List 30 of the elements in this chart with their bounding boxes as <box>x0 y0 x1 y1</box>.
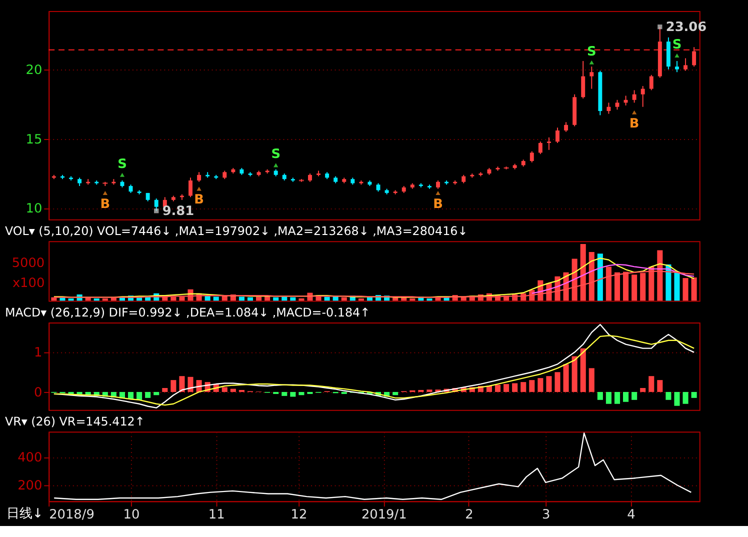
y-tick-label: 0 <box>34 385 42 400</box>
x-tick-label: 2019/1 <box>361 507 407 522</box>
y-tick-label: 10 <box>26 202 42 217</box>
data-label: B <box>629 116 640 132</box>
data-label: S <box>672 38 682 53</box>
y-tick-label: 20 <box>26 62 42 78</box>
chart-title: VR▾ (26) VR=145.412↑ <box>4 414 145 429</box>
data-label: B <box>100 196 110 212</box>
x-tick-label: 4 <box>627 507 636 522</box>
x-tick-label: 10 <box>123 507 140 522</box>
y-tick-label: 1 <box>34 346 42 361</box>
data-label: B <box>433 196 443 212</box>
chart-title: MACD▾ (26,12,9) DIF=0.992↓ ,DEA=1.084↓ ,MACD=-0.184↑ <box>4 306 370 320</box>
data-label: B <box>194 192 204 208</box>
data-label: 9.81 <box>162 204 194 219</box>
x-tick-label: 2018/9 <box>49 507 94 522</box>
x-tick-label: 11 <box>208 507 225 522</box>
data-label: S <box>118 156 127 172</box>
data-label: S <box>586 44 596 60</box>
x-tick-label: 2 <box>465 507 474 522</box>
y-tick-label: 400 <box>18 450 42 466</box>
y-tick-label: 200 <box>18 478 42 494</box>
x-tick-label: 12 <box>290 507 308 522</box>
text: x100 <box>12 276 45 291</box>
x-axis-title: 日线↓ <box>6 506 44 522</box>
data-label: S <box>271 147 280 162</box>
text: 5000 <box>12 256 45 271</box>
y-tick-label: 15 <box>26 132 42 148</box>
chart-title: VOL▾ (5,10,20) VOL=7446↓ ,MA1=197902↓ ,MA2=213268↓ ,MA3=280416↓ <box>4 224 468 238</box>
x-tick-label: 3 <box>542 507 550 522</box>
